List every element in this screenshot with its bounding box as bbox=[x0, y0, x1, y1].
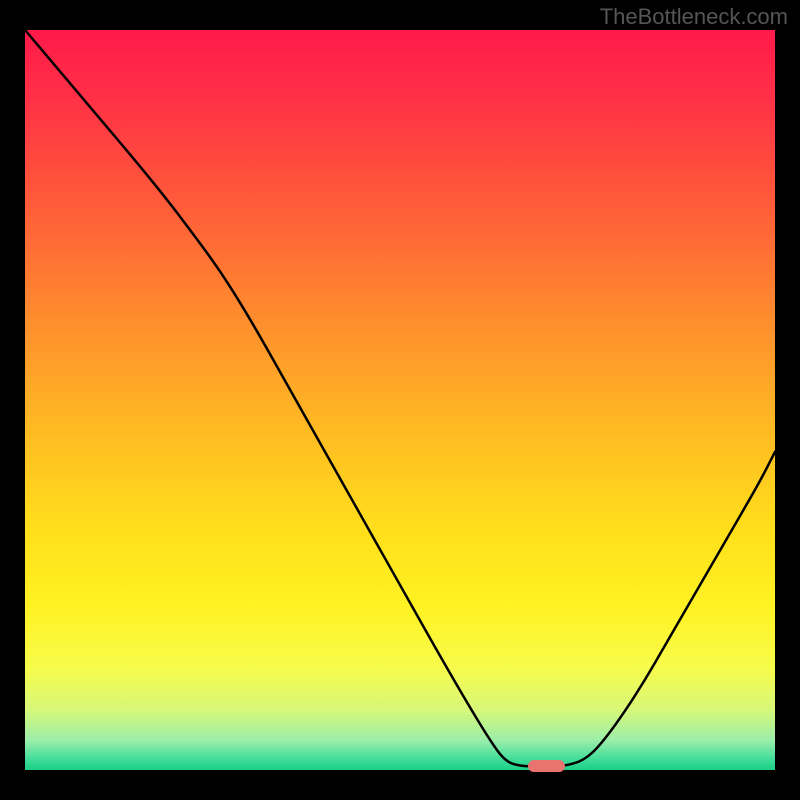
optimal-marker bbox=[528, 760, 566, 772]
watermark-text: TheBottleneck.com bbox=[600, 4, 788, 30]
gradient-background bbox=[25, 30, 775, 770]
plot-area bbox=[25, 30, 775, 770]
